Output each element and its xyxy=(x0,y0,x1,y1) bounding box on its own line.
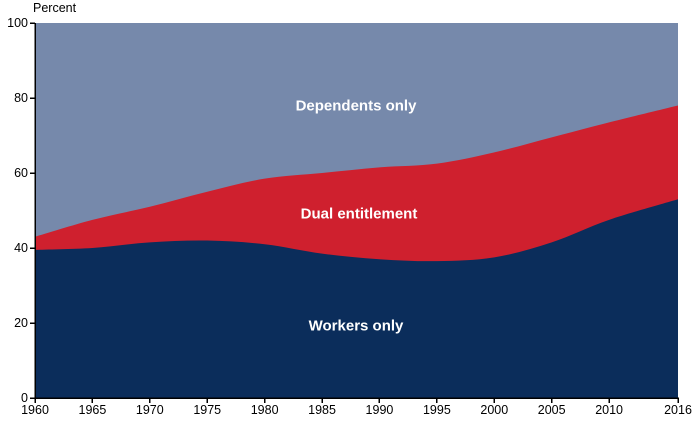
x-tick-label: 2000 xyxy=(480,403,509,417)
x-tick-label: 2016 xyxy=(664,403,692,417)
series-label-workers-only: Workers only xyxy=(308,317,404,335)
x-tick-label: 1975 xyxy=(193,403,222,417)
y-tick-label: 60 xyxy=(14,166,28,180)
y-tick-label: 80 xyxy=(14,91,28,105)
series-label-dual-entitlement: Dual entitlement xyxy=(300,205,418,223)
y-tick-label: 0 xyxy=(21,391,28,405)
x-tick-label: 1980 xyxy=(250,403,279,417)
y-tick-label: 40 xyxy=(14,241,28,255)
x-tick-label: 2010 xyxy=(595,403,623,417)
y-tick-label: 100 xyxy=(7,16,28,30)
x-tick-label: 1995 xyxy=(422,403,451,417)
x-tick-label: 1960 xyxy=(21,403,49,417)
x-tick-label: 1990 xyxy=(365,403,394,417)
y-tick-label: 20 xyxy=(14,316,28,330)
area-workers-only xyxy=(35,199,678,398)
x-tick-label: 1985 xyxy=(308,403,336,417)
x-tick-label: 1965 xyxy=(78,403,107,417)
series-label-dependents-only: Dependents only xyxy=(295,97,417,115)
x-tick-label: 2005 xyxy=(537,403,566,417)
x-tick-label: 1970 xyxy=(135,403,164,417)
y-axis-title: Percent xyxy=(33,1,77,15)
